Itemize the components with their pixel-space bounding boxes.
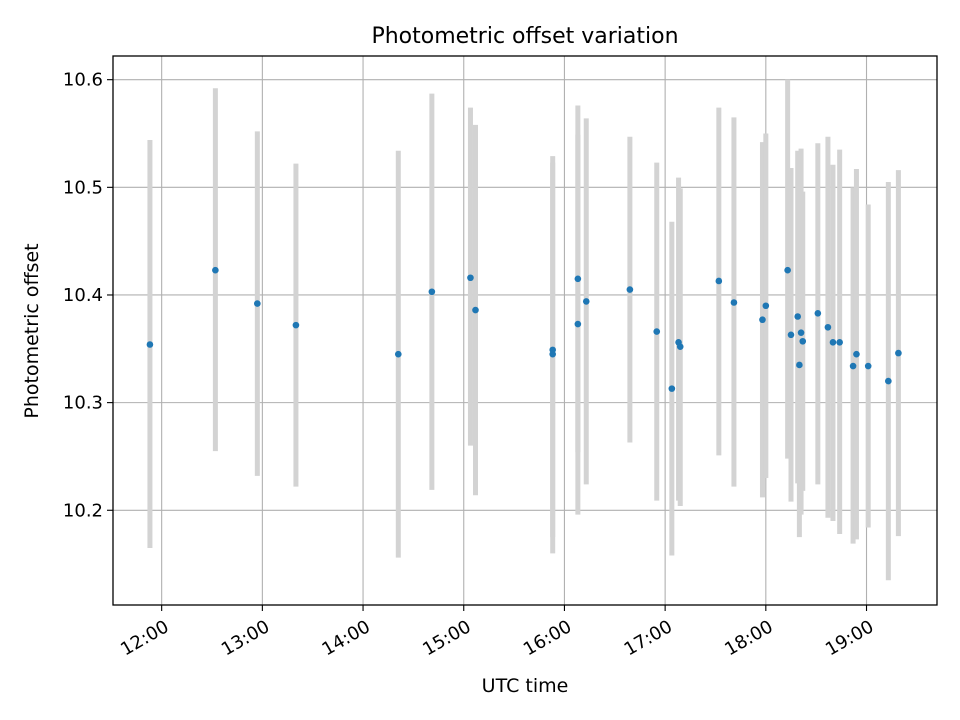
data-point <box>146 341 154 348</box>
data-point <box>549 350 556 358</box>
data-point <box>212 266 219 274</box>
data-point <box>715 277 723 285</box>
data-point <box>796 361 803 369</box>
data-point <box>574 320 582 328</box>
data-point <box>254 300 261 307</box>
data-point <box>467 274 474 282</box>
y-tick-label: 10.6 <box>63 70 103 91</box>
data-point <box>394 350 402 358</box>
data-point <box>829 339 837 346</box>
data-point <box>428 288 436 296</box>
y-axis-label: Photometric offset <box>21 243 43 418</box>
data-point <box>676 343 684 350</box>
data-point <box>885 377 892 385</box>
data-point <box>797 329 805 336</box>
data-point <box>794 313 802 320</box>
y-tick-label: 10.2 <box>63 500 103 521</box>
data-point <box>472 306 479 314</box>
data-point <box>836 339 843 346</box>
data-point <box>759 316 766 324</box>
y-tick-label: 10.4 <box>63 285 103 306</box>
data-points <box>146 266 902 392</box>
data-point <box>849 362 857 370</box>
data-point <box>784 266 791 274</box>
data-point <box>582 298 590 305</box>
data-point <box>814 309 822 317</box>
data-point <box>799 337 807 345</box>
data-point <box>653 328 661 335</box>
y-tick-label: 10.5 <box>63 177 103 198</box>
data-point <box>626 286 634 293</box>
data-point <box>762 302 770 310</box>
data-point <box>824 323 832 331</box>
plot-frame <box>112 55 938 606</box>
data-point <box>292 321 300 329</box>
data-point <box>853 350 860 358</box>
data-point <box>668 385 676 392</box>
y-tick-label: 10.3 <box>63 393 103 414</box>
data-point <box>895 349 902 357</box>
data-point <box>730 299 738 306</box>
chart-title: Photometric offset variation <box>371 24 678 49</box>
data-point <box>864 362 872 370</box>
data-point <box>574 275 582 283</box>
x-axis-label: UTC time <box>482 675 569 697</box>
data-point <box>787 331 795 339</box>
